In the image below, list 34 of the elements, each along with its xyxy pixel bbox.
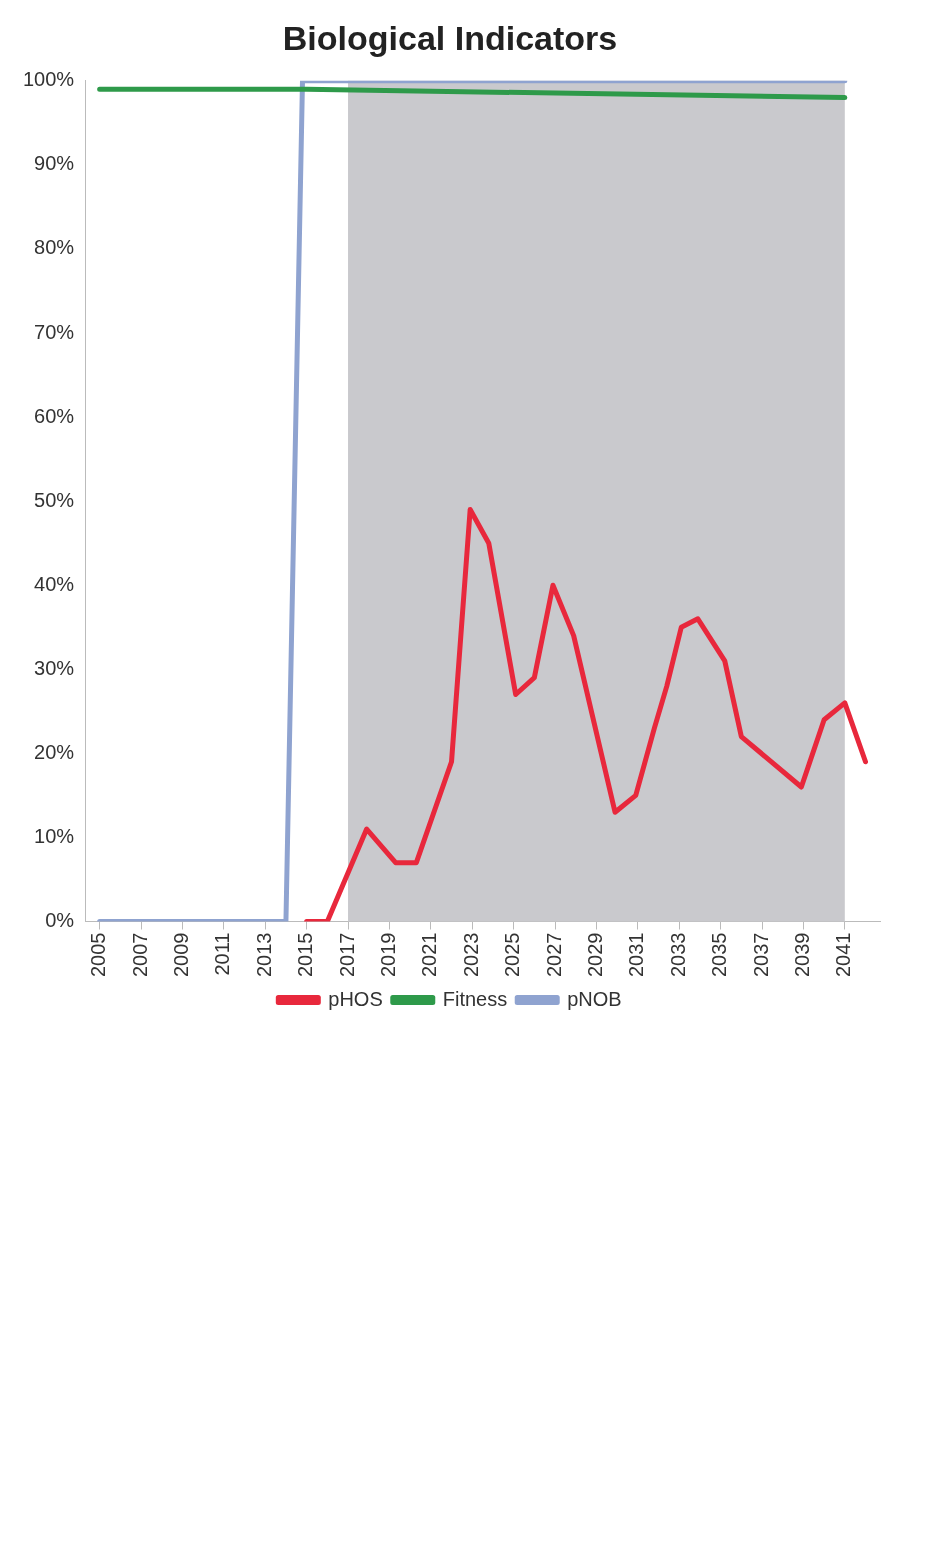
legend-label: pHOS bbox=[328, 987, 383, 1010]
y-tick-label: 10% bbox=[34, 824, 75, 847]
y-tick-label: 70% bbox=[34, 320, 75, 343]
y-tick-label: 90% bbox=[34, 152, 75, 175]
x-tick-label: 2011 bbox=[211, 932, 234, 976]
x-tick-label: 2033 bbox=[666, 932, 689, 978]
y-tick-label: 40% bbox=[34, 572, 75, 595]
x-tick-label: 2019 bbox=[376, 932, 399, 978]
x-tick-label: 2041 bbox=[832, 932, 855, 978]
y-tick-label: 100% bbox=[23, 68, 75, 91]
x-tick-label: 2031 bbox=[625, 932, 648, 978]
y-tick-label: 60% bbox=[34, 404, 75, 427]
y-tick-label: 50% bbox=[34, 488, 75, 511]
x-tick-label: 2039 bbox=[790, 932, 813, 978]
x-tick-label: 2023 bbox=[459, 932, 482, 978]
x-tick-label: 2007 bbox=[128, 932, 151, 978]
x-tick-label: 2005 bbox=[87, 932, 110, 978]
x-tick-label: 2037 bbox=[749, 932, 772, 978]
x-tick-label: 2021 bbox=[418, 932, 441, 978]
x-tick-label: 2035 bbox=[708, 932, 731, 978]
x-tick-label: 2025 bbox=[501, 932, 524, 978]
x-tick-label: 2015 bbox=[294, 932, 317, 978]
y-tick-label: 80% bbox=[34, 236, 75, 259]
y-tick-label: 0% bbox=[45, 909, 75, 932]
chart-title: Biological Indicators bbox=[282, 18, 618, 57]
y-tick-label: 20% bbox=[34, 740, 75, 763]
legend-label: Fitness bbox=[442, 987, 508, 1010]
x-tick-label: 2029 bbox=[583, 932, 606, 978]
x-tick-label: 2017 bbox=[335, 932, 358, 978]
x-tick-label: 2009 bbox=[169, 932, 192, 978]
x-tick-label: 2013 bbox=[252, 932, 275, 978]
legend-label: pNOB bbox=[567, 987, 622, 1010]
x-tick-label: 2027 bbox=[542, 932, 565, 978]
y-tick-label: 30% bbox=[34, 656, 75, 679]
